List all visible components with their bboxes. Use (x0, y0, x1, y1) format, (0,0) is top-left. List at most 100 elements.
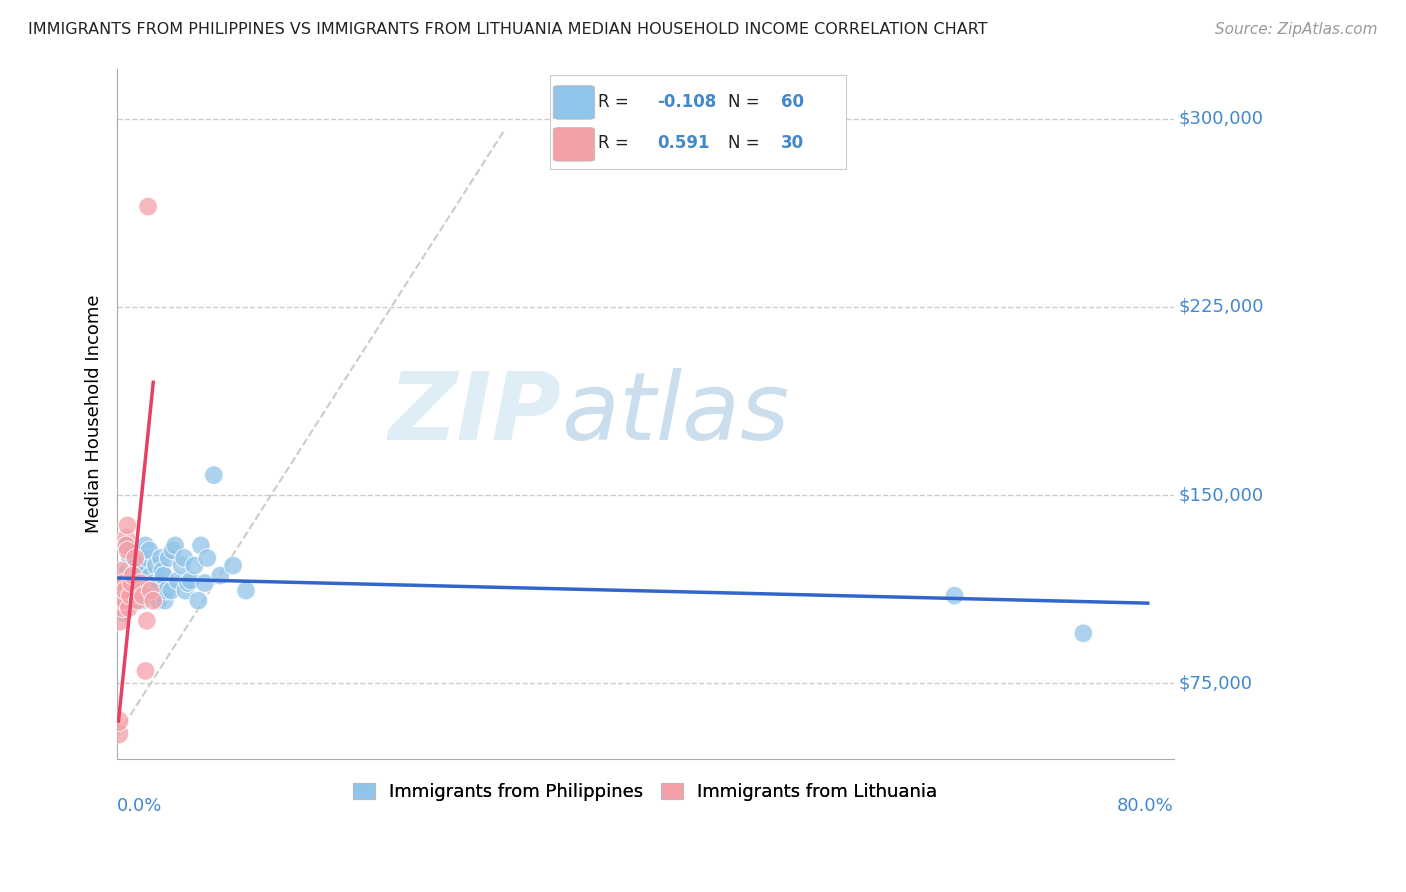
Point (127, 593, 149, 607)
Point (157, 551, 180, 566)
Point (118, 576, 141, 591)
Point (138, 543, 160, 558)
Point (139, 568, 162, 582)
Point (124, 583, 146, 598)
Point (114, 593, 136, 607)
Point (155, 583, 177, 598)
Point (150, 564, 173, 578)
Point (115, 538, 138, 552)
Point (125, 558, 148, 573)
Point (117, 564, 139, 578)
Point (129, 576, 152, 591)
Point (183, 558, 205, 573)
Point (115, 531, 138, 545)
Legend: Immigrants from Philippines, Immigrants from Lithuania: Immigrants from Philippines, Immigrants … (346, 776, 945, 808)
Point (117, 543, 139, 558)
Point (120, 576, 142, 591)
Point (112, 606, 135, 620)
Point (108, 583, 131, 598)
Point (120, 589, 142, 603)
Point (1073, 626, 1095, 640)
Point (117, 518, 139, 533)
Point (166, 574, 188, 588)
Point (139, 583, 162, 598)
Point (145, 558, 167, 573)
Point (194, 576, 217, 591)
Text: atlas: atlas (561, 368, 789, 459)
Text: $225,000: $225,000 (1178, 298, 1264, 316)
Point (148, 593, 170, 607)
Point (114, 583, 136, 598)
Point (160, 583, 183, 598)
Point (174, 583, 197, 598)
Point (132, 564, 155, 578)
Text: Source: ZipAtlas.com: Source: ZipAtlas.com (1215, 22, 1378, 37)
Point (135, 538, 157, 552)
Point (122, 576, 145, 591)
Point (112, 583, 135, 598)
Point (135, 664, 157, 678)
Y-axis label: Median Household Income: Median Household Income (86, 294, 103, 533)
Text: 0.0%: 0.0% (117, 797, 163, 814)
Point (142, 576, 165, 591)
Point (135, 551, 157, 566)
Point (110, 583, 132, 598)
Point (111, 601, 134, 615)
Point (110, 564, 132, 578)
Point (943, 589, 966, 603)
Point (112, 576, 135, 591)
Point (124, 551, 146, 566)
Point (195, 551, 218, 566)
Point (190, 538, 212, 552)
Point (135, 614, 157, 628)
Point (187, 593, 209, 607)
Text: 80.0%: 80.0% (1116, 797, 1174, 814)
Point (131, 593, 153, 607)
Point (120, 589, 142, 603)
Point (115, 538, 138, 552)
Point (128, 574, 150, 588)
Point (107, 727, 129, 741)
Point (149, 576, 172, 591)
Point (121, 568, 143, 582)
Point (177, 576, 200, 591)
Point (132, 589, 155, 603)
Point (170, 558, 193, 573)
Point (202, 468, 225, 483)
Point (111, 593, 134, 607)
Text: $150,000: $150,000 (1178, 486, 1264, 504)
Point (111, 593, 134, 607)
Point (235, 583, 257, 598)
Point (150, 551, 173, 566)
Point (146, 583, 169, 598)
Point (129, 581, 152, 595)
Point (141, 589, 163, 603)
Point (209, 568, 232, 582)
Point (125, 564, 148, 578)
Point (173, 551, 195, 566)
Point (134, 576, 156, 591)
Point (112, 576, 135, 591)
Point (142, 593, 165, 607)
Point (136, 200, 159, 214)
Point (107, 714, 129, 728)
Point (180, 574, 202, 588)
Text: ZIP: ZIP (388, 368, 561, 459)
Point (120, 543, 142, 558)
Point (118, 601, 141, 615)
Text: $300,000: $300,000 (1178, 110, 1264, 128)
Point (117, 568, 139, 582)
Point (114, 589, 136, 603)
Text: $75,000: $75,000 (1178, 674, 1253, 692)
Point (121, 568, 143, 582)
Point (108, 614, 131, 628)
Point (162, 543, 184, 558)
Point (165, 538, 187, 552)
Point (152, 568, 174, 582)
Point (115, 583, 138, 598)
Point (153, 593, 176, 607)
Point (120, 551, 142, 566)
Point (110, 593, 132, 607)
Point (222, 558, 245, 573)
Point (127, 568, 149, 582)
